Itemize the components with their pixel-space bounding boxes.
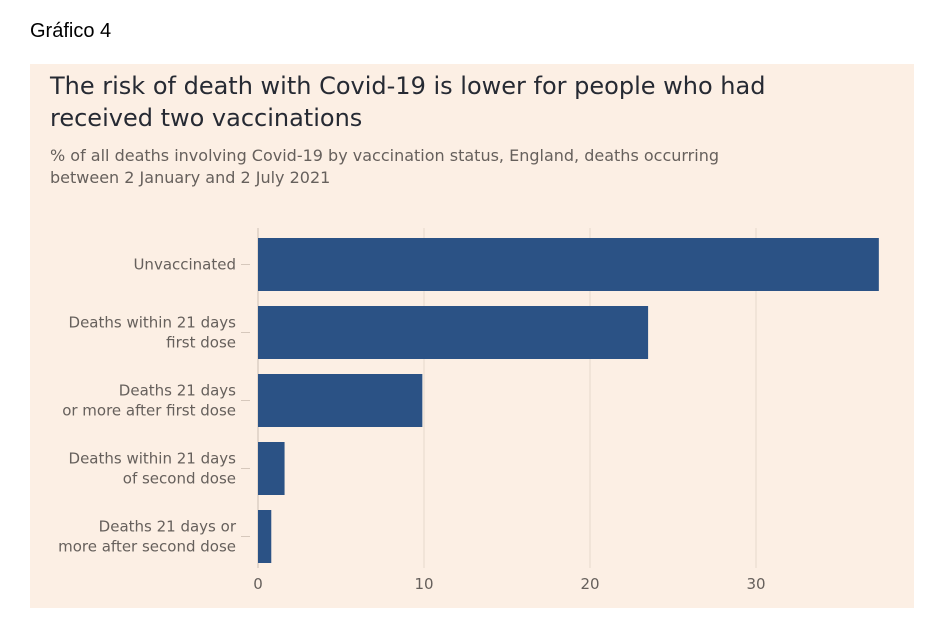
category-label: Deaths within 21 days bbox=[69, 450, 237, 468]
x-tick-label: 10 bbox=[414, 575, 433, 593]
category-label: of second dose bbox=[123, 470, 236, 488]
category-label: Deaths 21 days bbox=[119, 382, 236, 400]
category-labels: Unvaccinated Deaths within 21 days first d… bbox=[58, 256, 250, 556]
category-label: more after second dose bbox=[58, 538, 236, 556]
category-label: Unvaccinated bbox=[133, 256, 236, 274]
bar bbox=[258, 306, 649, 359]
x-tick-label: 30 bbox=[746, 575, 765, 593]
x-tick-label: 20 bbox=[580, 575, 599, 593]
category-label: Deaths 21 days or bbox=[99, 518, 237, 536]
bar bbox=[258, 442, 285, 495]
figure-label: Gráfico 4 bbox=[30, 20, 112, 42]
bars bbox=[258, 238, 879, 563]
bar bbox=[258, 374, 423, 427]
x-axis-ticks: 0 10 20 30 bbox=[253, 575, 765, 593]
category-label: or more after first dose bbox=[62, 402, 236, 420]
category-label: first dose bbox=[166, 334, 236, 352]
chart-subtitle: % of all deaths involving Covid-19 by va… bbox=[50, 146, 719, 187]
x-tick-label: 0 bbox=[253, 575, 263, 593]
bar bbox=[258, 510, 272, 563]
bar bbox=[258, 238, 879, 291]
chart-title: The risk of death with Covid-19 is lower… bbox=[50, 72, 766, 132]
category-label: Deaths within 21 days bbox=[69, 314, 237, 332]
